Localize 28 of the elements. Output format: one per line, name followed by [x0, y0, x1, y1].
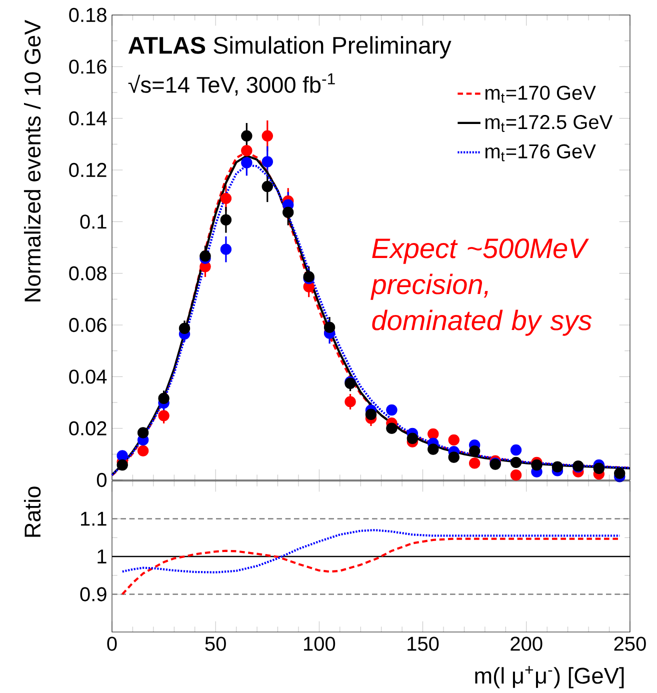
- y-tick-label: 0.06: [69, 318, 106, 332]
- y-tick-label: 0.12: [69, 162, 106, 178]
- annotation: Expect ~500MeV precision, dominated by sys: [370, 238, 592, 336]
- annotation: √s=14 TeV, 3000 fb$^{-1}$: [128, 73, 335, 96]
- legend-label: m$_{t}$=172.5 GeV: [485, 114, 613, 132]
- x-axis-title: m(l μ$^{+}$μ$^{-}$) [GeV]: [475, 666, 624, 688]
- x-tick-label: 200: [510, 636, 542, 651]
- y-tick-label: 0.1: [80, 214, 106, 229]
- y-axis-title: Normalized events / 10 GeV: [24, 20, 41, 302]
- y-tick-label: 0.18: [69, 8, 106, 22]
- y-axis-title: Ratio: [24, 486, 41, 537]
- y-tick-label: 0: [96, 472, 106, 488]
- x-tick-label: 100: [304, 636, 336, 651]
- y-tick-label: 0.9: [80, 587, 106, 602]
- y-tick-label: 1.1: [81, 512, 106, 526]
- legend-label: m$_{t}$=176 GeV: [485, 144, 596, 162]
- y-tick-label: 0.04: [69, 370, 107, 384]
- annotation: ATLAS Simulation Preliminary: [128, 36, 452, 59]
- x-tick-label: 0: [107, 636, 117, 651]
- x-tick-label: 250: [614, 636, 646, 651]
- legend-label: m$_{t}$=170 GeV: [485, 86, 596, 103]
- x-tick-label: 50: [205, 636, 226, 651]
- x-tick-label: 150: [408, 636, 439, 651]
- y-tick-label: 0.16: [69, 60, 106, 74]
- y-tick-label: 0.14: [69, 111, 107, 126]
- y-tick-label: 1: [98, 550, 106, 564]
- y-tick-label: 0.02: [69, 421, 106, 436]
- y-tick-label: 0.08: [69, 266, 106, 280]
